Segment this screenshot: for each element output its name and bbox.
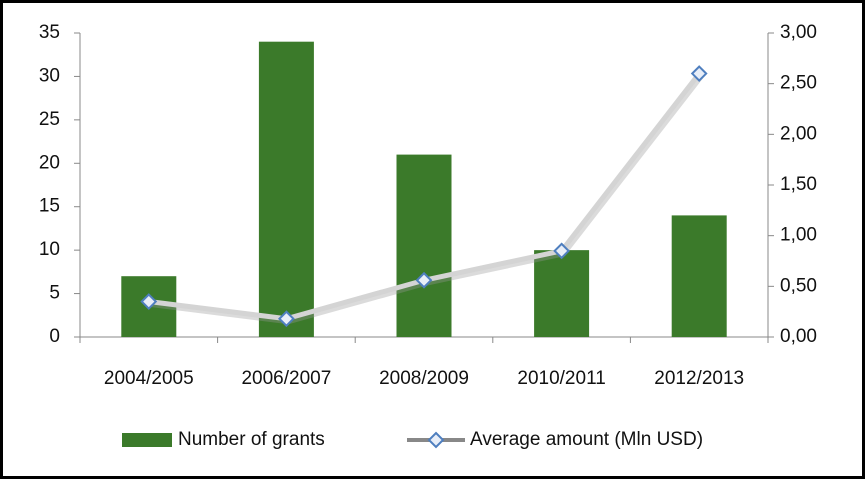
legend-label: Average amount (Mln USD) [470,429,703,450]
y2-tick-label: 1,00 [780,225,817,246]
y2-tick-label: 2,00 [780,123,817,144]
y-tick-label: 30 [39,65,60,86]
line-marker [415,271,433,289]
x-tick-label: 2008/2009 [379,368,469,389]
x-tick-label: 2012/2013 [654,368,744,389]
legend-marker [427,431,445,449]
line-marker [690,65,708,82]
line-marker [140,293,158,310]
y2-tick-label: 3,00 [780,22,817,43]
y2-tick-label: 1,50 [780,174,817,195]
y2-tick-label: 0,50 [780,275,817,296]
legend-swatch [122,433,172,447]
y-tick-label: 15 [39,196,60,217]
y-tick-label: 10 [39,239,60,260]
bar [258,41,314,337]
y-tick-label: 0 [49,326,60,347]
y2-tick-label: 2,50 [780,73,817,94]
line-marker [277,310,295,328]
legend-label: Number of grants [178,429,325,450]
x-tick-label: 2010/2011 [517,368,605,389]
y-tick-label: 5 [49,283,60,304]
bar [671,215,727,337]
line-marker [553,242,571,260]
bar [396,154,452,337]
y-tick-label: 25 [39,109,60,130]
y-tick-label: 20 [39,152,60,173]
y-tick-label: 35 [39,22,60,43]
x-tick-label: 2004/2005 [104,368,194,389]
x-tick-label: 2006/2007 [241,368,331,389]
y2-tick-label: 0,00 [780,326,817,347]
bar [534,250,590,337]
